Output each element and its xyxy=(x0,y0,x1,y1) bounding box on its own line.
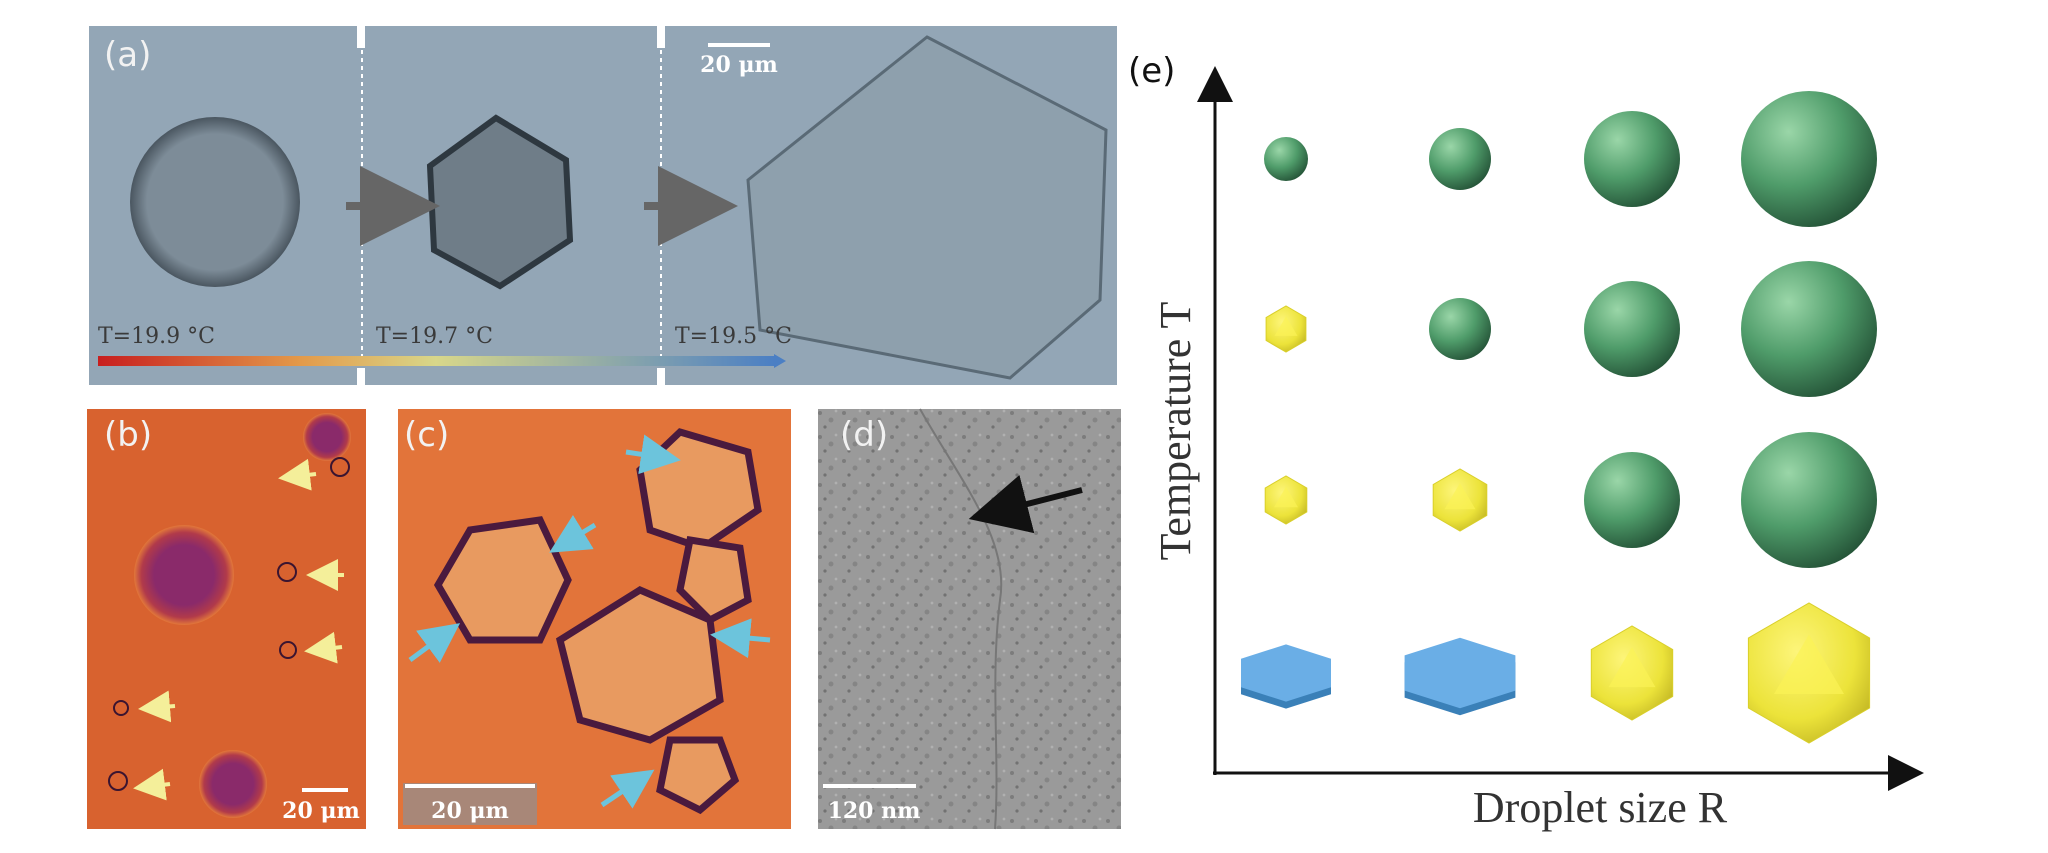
arrow xyxy=(968,475,1083,534)
facet xyxy=(1274,486,1298,508)
sphere-droplet xyxy=(1741,261,1877,397)
droplet xyxy=(303,413,351,461)
panel-label: (d) xyxy=(840,415,888,455)
x-axis-label: Droplet size R xyxy=(1473,783,1728,832)
scale-bar xyxy=(405,784,535,788)
sphere-droplet xyxy=(1264,137,1308,181)
scale-bar xyxy=(708,43,770,47)
separator xyxy=(657,26,665,48)
panel-b: (b) 20 μm xyxy=(87,409,366,829)
droplet xyxy=(746,35,1108,380)
temperature-label: T=19.5 °C xyxy=(675,324,792,349)
panel-c: (c) 20 μm xyxy=(398,409,791,829)
micrograph xyxy=(818,409,1121,829)
y-axis-label: Temperature T xyxy=(1151,302,1200,561)
arrows xyxy=(133,458,344,801)
sphere-droplet xyxy=(1584,281,1680,377)
separator xyxy=(357,26,365,48)
sphere-droplet xyxy=(1584,452,1680,548)
arrows xyxy=(408,434,771,809)
sphere-droplet xyxy=(1429,298,1491,360)
panel-label: (e) xyxy=(1128,51,1175,91)
scale-bar xyxy=(302,788,348,792)
temperature-label: T=19.9 °C xyxy=(98,324,215,349)
droplet xyxy=(130,117,300,287)
small-droplets xyxy=(108,457,350,791)
separator xyxy=(657,368,665,385)
scale-box xyxy=(403,783,537,825)
sphere-droplet xyxy=(1741,432,1877,568)
facet xyxy=(1444,482,1476,510)
sphere-droplet xyxy=(1584,111,1680,207)
platelet-droplet xyxy=(1241,644,1331,702)
panel-label: (c) xyxy=(404,415,449,455)
panel-d: (d) 120 nm xyxy=(818,408,1121,830)
droplet xyxy=(199,750,267,818)
temperature-label: T=19.7 °C xyxy=(376,324,493,349)
facet xyxy=(1774,634,1844,694)
temperature-bar xyxy=(98,356,774,366)
separator xyxy=(357,368,365,385)
facet xyxy=(1608,647,1656,688)
facet xyxy=(1274,316,1298,336)
interface xyxy=(919,408,1003,830)
arrow xyxy=(774,354,786,368)
panel-a: (a) T=19.9 °C T=19.7 °C T=19.5 °C 20 μm xyxy=(89,26,1117,385)
crystals xyxy=(433,428,762,815)
platelet-droplet xyxy=(1404,637,1516,709)
sphere-droplet xyxy=(1741,91,1877,227)
scale-bar xyxy=(823,784,916,788)
sphere-droplet xyxy=(1429,128,1491,190)
droplet xyxy=(134,525,234,625)
scale-bar-label: 120 nm xyxy=(828,798,921,824)
scale-bar-label: 20 μm xyxy=(431,798,509,824)
panel-e: (e) Temperature T Droplet size R xyxy=(1128,51,1924,832)
panel-label: (b) xyxy=(104,415,152,455)
scale-bar-label: 20 μm xyxy=(700,52,778,78)
scale-bar-label: 20 μm xyxy=(282,798,360,824)
panel-label: (a) xyxy=(104,35,151,75)
